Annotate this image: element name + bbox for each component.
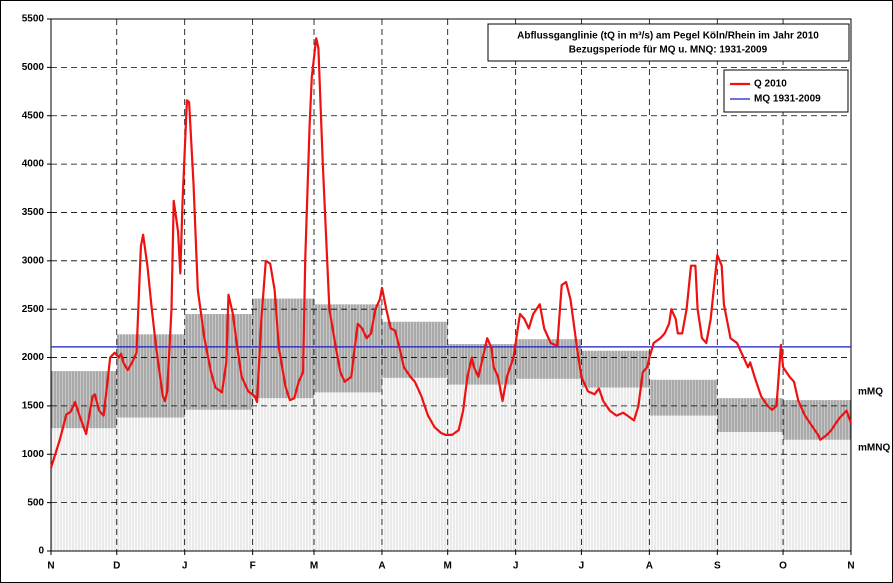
y-tick-label: 1000 bbox=[22, 449, 45, 460]
plot-border bbox=[50, 18, 852, 552]
mq-range-band bbox=[381, 321, 448, 378]
y-tick-label: 0 bbox=[38, 546, 44, 557]
y-tick-label: 1500 bbox=[22, 401, 45, 412]
chart-subtitle: Bezugsperiode für MQ u. MNQ: 1931-2009 bbox=[569, 45, 768, 56]
legend-label: MQ 1931-2009 bbox=[754, 94, 821, 105]
mq-range-band bbox=[116, 334, 185, 418]
x-tick-label: J bbox=[513, 561, 519, 572]
band-label: mMQ bbox=[858, 387, 883, 398]
band-label: mMNQ bbox=[858, 442, 890, 453]
x-tick-label: A bbox=[646, 561, 653, 572]
y-tick-label: 4500 bbox=[22, 110, 45, 121]
y-tick-label: 5500 bbox=[22, 14, 45, 25]
y-tick-label: 3500 bbox=[22, 207, 45, 218]
x-tick-label: M bbox=[444, 561, 452, 572]
mmnq-band bbox=[381, 377, 448, 551]
mmnq-band bbox=[717, 432, 784, 551]
y-tick-label: 2000 bbox=[22, 352, 45, 363]
x-tick-label: A bbox=[378, 561, 385, 572]
mmnq-band bbox=[515, 378, 582, 551]
title-box bbox=[487, 23, 850, 62]
x-tick-label: O bbox=[779, 561, 787, 572]
x-tick-label: M bbox=[310, 561, 318, 572]
x-tick-label: J bbox=[579, 561, 585, 572]
mmnq-band bbox=[252, 398, 315, 551]
mq-range-band bbox=[515, 339, 582, 379]
x-tick-label: S bbox=[714, 561, 721, 572]
y-tick-label: 3000 bbox=[22, 255, 45, 266]
x-tick-label: F bbox=[250, 561, 256, 572]
y-tick-label: 500 bbox=[27, 497, 44, 508]
mmnq-band bbox=[184, 409, 253, 551]
mq-range-band bbox=[314, 304, 382, 393]
x-tick-label: J bbox=[182, 561, 188, 572]
x-tick-label: N bbox=[847, 561, 854, 572]
legend-label: Q 2010 bbox=[754, 79, 787, 90]
legend bbox=[723, 69, 849, 113]
chart-title: Abflussganglinie (tQ in m³/s) am Pegel K… bbox=[517, 31, 819, 42]
y-tick-label: 5000 bbox=[22, 62, 45, 73]
x-tick-label: N bbox=[47, 561, 54, 572]
x-tick-label: D bbox=[113, 561, 120, 572]
mq-range-band bbox=[184, 314, 253, 410]
mmnq-band bbox=[649, 415, 718, 551]
mmnq-band bbox=[314, 392, 382, 551]
mmnq-band bbox=[447, 384, 516, 551]
mq-range-band bbox=[717, 398, 784, 433]
y-tick-label: 2500 bbox=[22, 304, 45, 315]
mmnq-band bbox=[51, 428, 117, 551]
mq-range-band bbox=[649, 379, 718, 416]
q-line bbox=[49, 37, 853, 469]
plot-area: 0 500 1000 1500 2000 2500 3000 3500 4000 4500 5000… bbox=[22, 14, 855, 572]
mq-range-band bbox=[581, 350, 650, 388]
y-tick-label: 4000 bbox=[22, 159, 45, 170]
legend-entries: Q 2010 MQ 1931-2009 bbox=[730, 79, 821, 105]
mmnq-band bbox=[116, 417, 185, 551]
mmnq-band bbox=[581, 387, 650, 551]
mmnq-band bbox=[783, 439, 851, 551]
